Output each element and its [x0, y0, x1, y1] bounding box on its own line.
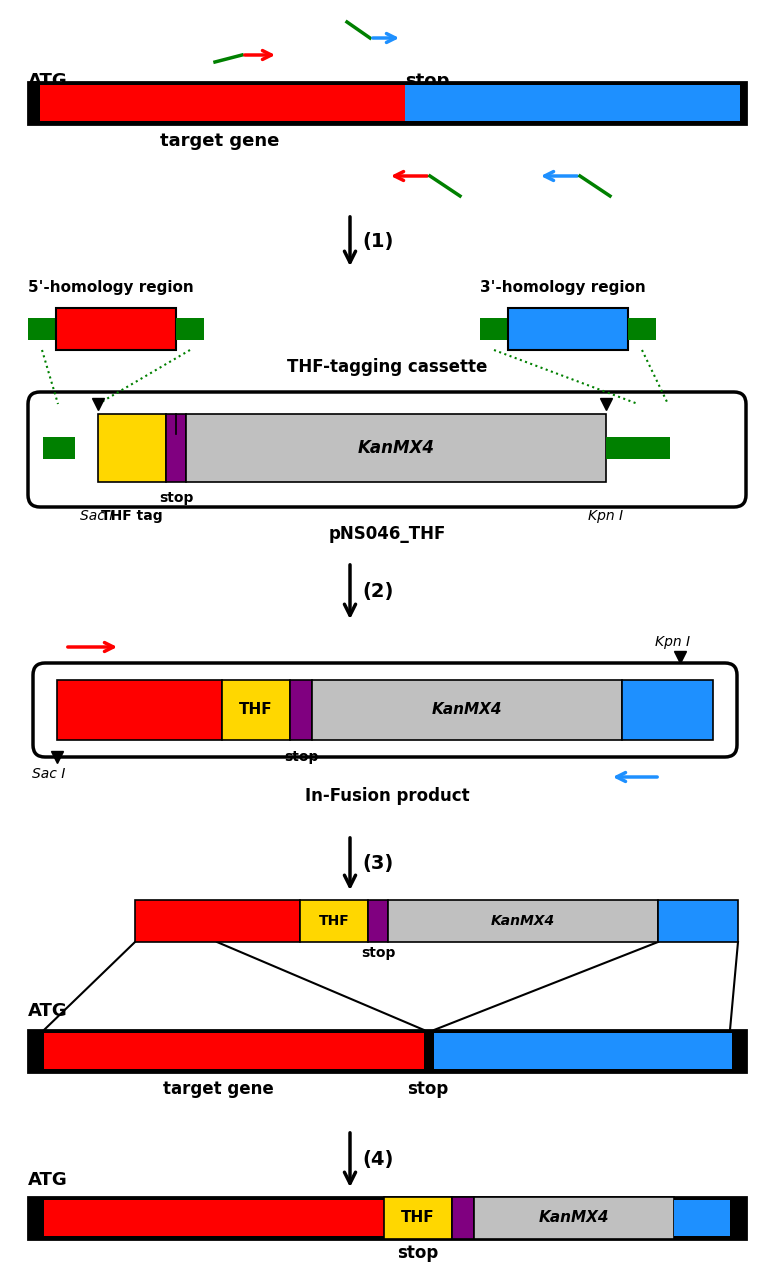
Bar [424, 1033, 434, 1069]
FancyBboxPatch shape [28, 392, 746, 507]
Bar [43, 437, 75, 459]
Bar [388, 900, 658, 942]
Text: ATG: ATG [28, 72, 68, 90]
Text: THF: THF [239, 703, 272, 718]
Bar [44, 1033, 424, 1069]
Bar [480, 319, 508, 340]
Bar [222, 680, 290, 739]
Bar [40, 85, 405, 121]
FancyBboxPatch shape [33, 664, 737, 757]
Bar [56, 308, 176, 350]
Bar [658, 900, 738, 942]
Text: THF: THF [401, 1211, 435, 1226]
Bar [312, 680, 622, 739]
Text: THF tag: THF tag [101, 509, 163, 523]
Text: stop: stop [405, 72, 450, 90]
Text: stop: stop [361, 945, 396, 959]
Text: (1): (1) [362, 233, 393, 252]
Text: (4): (4) [362, 1150, 393, 1169]
Bar [474, 1197, 674, 1239]
Text: stop: stop [397, 1244, 439, 1261]
Bar [176, 319, 204, 340]
Text: stop: stop [407, 1079, 449, 1098]
Bar [135, 900, 300, 942]
Text: pNS046_THF: pNS046_THF [328, 525, 446, 544]
Text: target gene: target gene [160, 131, 279, 150]
Text: Sac I: Sac I [80, 509, 113, 523]
Bar [368, 900, 388, 942]
Bar [674, 1200, 730, 1236]
Text: stop: stop [284, 750, 318, 763]
Bar [405, 85, 740, 121]
Bar [28, 1197, 746, 1239]
Text: stop: stop [159, 490, 194, 506]
Bar [28, 82, 746, 124]
Text: ATG: ATG [28, 1170, 68, 1189]
Bar [98, 415, 166, 482]
Bar [638, 437, 670, 459]
Bar [44, 1200, 384, 1236]
Text: KanMX4: KanMX4 [432, 703, 502, 718]
Bar [606, 437, 638, 459]
Bar [300, 900, 368, 942]
Bar [186, 415, 606, 482]
Bar [290, 680, 312, 739]
Bar [57, 680, 222, 739]
Text: 3'-homology region: 3'-homology region [480, 281, 646, 295]
Text: THF-tagging cassette: THF-tagging cassette [287, 358, 487, 375]
Bar [384, 1197, 452, 1239]
Bar [622, 680, 713, 739]
Text: THF: THF [319, 914, 349, 928]
Text: (3): (3) [362, 854, 393, 873]
Bar [434, 1033, 732, 1069]
Text: In-Fusion product: In-Fusion product [305, 787, 469, 805]
Bar [28, 1030, 746, 1072]
Text: Kpn I: Kpn I [588, 509, 623, 523]
Bar [166, 415, 186, 482]
Bar [508, 308, 628, 350]
Text: target gene: target gene [163, 1079, 273, 1098]
Text: KanMX4: KanMX4 [539, 1211, 609, 1226]
Text: (2): (2) [362, 583, 393, 602]
Text: Sac I: Sac I [32, 767, 65, 781]
Text: KanMX4: KanMX4 [358, 439, 434, 458]
Bar [28, 319, 56, 340]
Bar [628, 319, 656, 340]
Text: Kpn I: Kpn I [655, 635, 690, 648]
Text: KanMX4: KanMX4 [491, 914, 555, 928]
Bar [452, 1197, 474, 1239]
Text: ATG: ATG [28, 1002, 68, 1020]
Text: 5'-homology region: 5'-homology region [28, 281, 194, 295]
